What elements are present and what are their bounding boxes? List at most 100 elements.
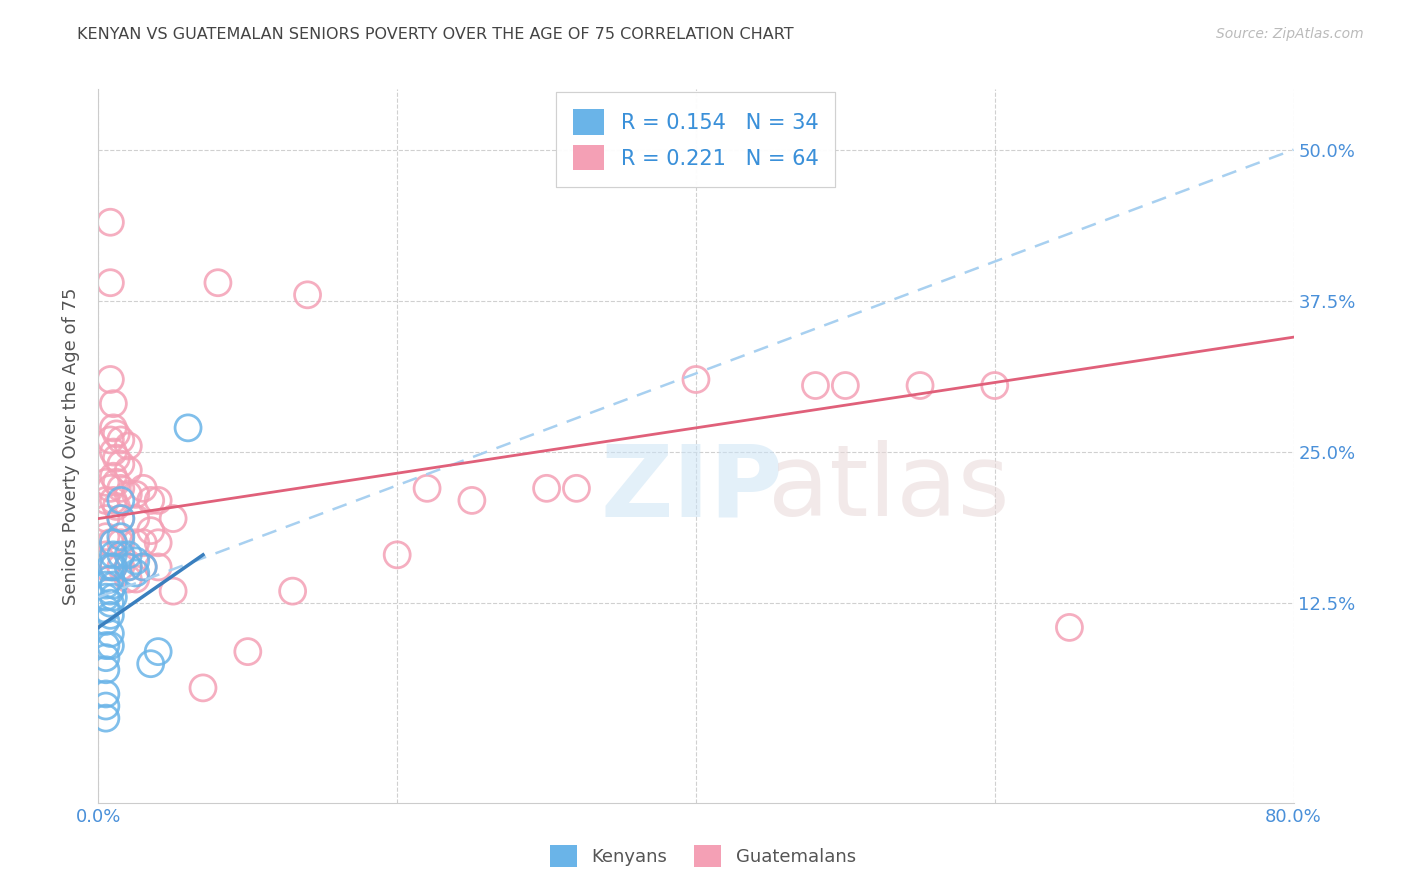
Point (125, 535, 148, 549)
Text: KENYAN VS GUATEMALAN SENIORS POVERTY OVER THE AGE OF 75 CORRELATION CHART: KENYAN VS GUATEMALAN SENIORS POVERTY OVE… (77, 27, 794, 42)
Point (94, 493, 117, 508)
Point (110, 530, 132, 544)
Point (148, 535, 170, 549)
Point (98, 626, 122, 640)
Point (804, 378, 827, 392)
Point (94, 578, 117, 592)
Point (103, 445, 125, 459)
Point (103, 535, 125, 549)
Point (125, 572, 148, 586)
Legend: Kenyans, Guatemalans: Kenyans, Guatemalans (543, 838, 863, 874)
Point (103, 493, 125, 508)
Point (98, 639, 122, 653)
Point (94, 475, 117, 490)
Point (98, 481, 122, 495)
Point (416, 481, 439, 495)
Point (98, 535, 122, 549)
Point (105, 500, 128, 514)
Point (132, 535, 155, 549)
Point (94, 511, 117, 525)
Point (94, 687, 117, 701)
Point (98, 433, 122, 447)
Point (110, 433, 132, 447)
Point (125, 511, 148, 525)
Point (834, 378, 856, 392)
Point (565, 481, 588, 495)
Point (132, 481, 155, 495)
Point (94, 663, 117, 677)
Point (125, 554, 148, 568)
Point (110, 511, 132, 525)
Point (132, 560, 155, 574)
Point (103, 560, 125, 574)
Point (236, 645, 259, 659)
Point (162, 511, 184, 525)
Point (98, 608, 122, 623)
Point (1059, 620, 1081, 634)
Point (139, 657, 162, 671)
Point (103, 397, 125, 411)
Point (536, 481, 558, 495)
Point (103, 469, 125, 483)
Point (98, 596, 122, 610)
Point (98, 276, 122, 290)
Point (908, 378, 931, 392)
Point (98, 372, 122, 386)
Point (110, 493, 132, 508)
Point (94, 530, 117, 544)
Point (94, 548, 117, 562)
Point (103, 535, 125, 549)
Point (139, 493, 162, 508)
Point (103, 548, 125, 562)
Point (94, 590, 117, 604)
Point (461, 493, 484, 508)
Point (177, 421, 200, 435)
Point (685, 372, 707, 386)
Point (94, 602, 117, 616)
Point (162, 584, 184, 599)
Point (297, 288, 319, 302)
Point (117, 487, 139, 501)
Point (98, 215, 122, 229)
Point (103, 590, 125, 604)
Point (110, 457, 132, 471)
Point (94, 711, 117, 725)
Point (984, 378, 1007, 392)
Legend: R = 0.154   N = 34, R = 0.221   N = 64: R = 0.154 N = 34, R = 0.221 N = 64 (557, 93, 835, 187)
Text: atlas: atlas (768, 441, 1010, 537)
Point (110, 481, 132, 495)
Point (125, 487, 148, 501)
Point (98, 560, 122, 574)
Point (94, 639, 117, 653)
Point (132, 560, 155, 574)
Point (105, 475, 128, 490)
Y-axis label: Seniors Poverty Over the Age of 75: Seniors Poverty Over the Age of 75 (62, 287, 80, 605)
Point (94, 650, 117, 665)
Point (385, 548, 409, 562)
Point (94, 560, 117, 574)
Point (117, 548, 139, 562)
Point (105, 426, 128, 441)
Point (125, 566, 148, 580)
Point (103, 421, 125, 435)
Point (105, 451, 128, 466)
Point (148, 645, 170, 659)
Point (191, 681, 214, 695)
Point (148, 560, 170, 574)
Point (139, 524, 162, 538)
Point (110, 535, 132, 549)
Point (110, 548, 132, 562)
Point (110, 560, 132, 574)
Point (103, 578, 125, 592)
Point (98, 572, 122, 586)
Point (110, 511, 132, 525)
Point (281, 584, 304, 599)
Text: Source: ZipAtlas.com: Source: ZipAtlas.com (1216, 27, 1364, 41)
Point (98, 584, 122, 599)
Point (148, 493, 170, 508)
Point (117, 560, 139, 574)
Text: ZIP: ZIP (600, 441, 783, 537)
Point (117, 560, 139, 574)
Point (103, 560, 125, 574)
Point (207, 276, 229, 290)
